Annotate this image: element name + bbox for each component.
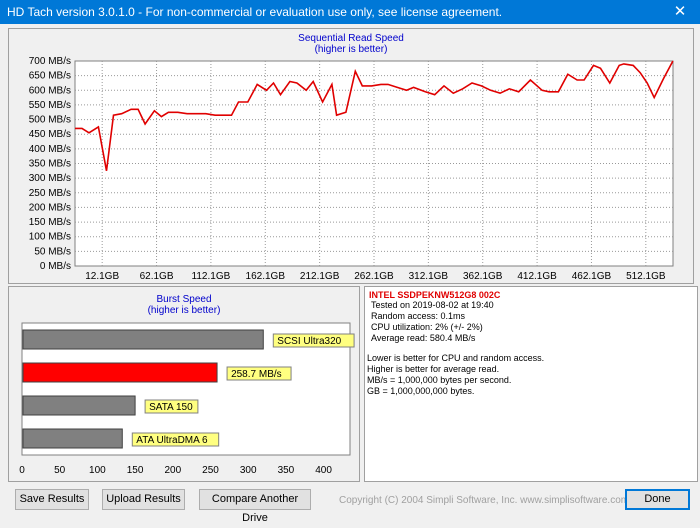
x-tick-label: 112.1GB bbox=[192, 271, 231, 282]
info-average-read: Average read: 580.4 MB/s bbox=[371, 333, 476, 343]
sequential-read-chart: 0 MB/s 50 MB/s 100 MB/s 150 MB/s 200 MB/s 250… bbox=[29, 56, 674, 282]
burst-bar bbox=[22, 395, 136, 416]
burst-title-text: Burst Speed bbox=[156, 294, 212, 305]
compare-another-drive-button[interactable]: Compare Another Drive bbox=[199, 489, 311, 524]
y-tick-label: 150 MB/s bbox=[29, 217, 71, 228]
window-title: HD Tach version 3.0.1.0 - For non-commer… bbox=[7, 5, 503, 19]
burst-x-tick-label: 0 bbox=[19, 465, 25, 476]
upload-results-button[interactable]: Upload Results bbox=[102, 489, 185, 510]
burst-subtitle-text: (higher is better) bbox=[147, 305, 221, 316]
burst-x-tick-label: 350 bbox=[278, 465, 295, 476]
y-tick-label: 550 MB/s bbox=[29, 100, 71, 111]
y-tick-label: 200 MB/s bbox=[29, 202, 71, 213]
y-tick-label: 500 MB/s bbox=[29, 115, 71, 126]
x-tick-label: 462.1GB bbox=[572, 271, 612, 282]
burst-label: SCSI Ultra320 bbox=[277, 336, 341, 347]
y-tick-label: 250 MB/s bbox=[29, 188, 71, 199]
info-random-access: Random access: 0.1ms bbox=[371, 311, 466, 321]
x-tick-label: 262.1GB bbox=[354, 271, 394, 282]
x-tick-label: 212.1GB bbox=[300, 271, 340, 282]
burst-label-box bbox=[226, 366, 292, 381]
info-note: Lower is better for CPU and random acces… bbox=[367, 353, 545, 363]
done-button[interactable]: Done bbox=[625, 489, 690, 510]
close-icon[interactable]: ✕ bbox=[673, 3, 687, 20]
burst-x-tick-label: 50 bbox=[54, 465, 66, 476]
sequential-chart-title: Sequential Read Speed (higher is better) bbox=[9, 33, 693, 55]
burst-label: ATA UltraDMA 6 bbox=[136, 435, 208, 446]
y-tick-label: 0 MB/s bbox=[40, 261, 71, 272]
burst-label-box bbox=[131, 432, 220, 447]
burst-x-tick-label: 150 bbox=[127, 465, 144, 476]
info-note: GB = 1,000,000,000 bytes. bbox=[367, 386, 475, 396]
burst-x-tick-label: 400 bbox=[315, 465, 332, 476]
burst-chart-title: Burst Speed (higher is better) bbox=[9, 294, 359, 316]
burst-bar bbox=[22, 329, 264, 350]
burst-bar bbox=[22, 362, 218, 383]
sequential-subtitle-text: (higher is better) bbox=[314, 44, 388, 55]
burst-speed-panel: Burst Speed (higher is better) SCSI Ultr… bbox=[8, 286, 360, 482]
burst-label-box bbox=[144, 399, 199, 414]
y-tick-label: 450 MB/s bbox=[29, 129, 71, 140]
copyright-text: Copyright (C) 2004 Simpli Software, Inc.… bbox=[339, 495, 630, 506]
info-note: MB/s = 1,000,000 bytes per second. bbox=[367, 375, 512, 385]
y-tick-label: 650 MB/s bbox=[29, 71, 71, 82]
y-tick-label: 600 MB/s bbox=[29, 85, 71, 96]
burst-bar bbox=[22, 428, 123, 449]
y-tick-label: 350 MB/s bbox=[29, 159, 71, 170]
info-tested: Tested on 2019-08-02 at 19:40 bbox=[371, 300, 494, 310]
burst-x-tick-label: 200 bbox=[164, 465, 181, 476]
burst-label-box bbox=[272, 333, 355, 348]
y-tick-label: 400 MB/s bbox=[29, 144, 71, 155]
burst-label: 258.7 MB/s bbox=[231, 369, 282, 380]
x-tick-label: 512.1GB bbox=[626, 271, 666, 282]
y-tick-label: 300 MB/s bbox=[29, 173, 71, 184]
read-speed-line bbox=[75, 60, 674, 171]
burst-x-tick-label: 300 bbox=[240, 465, 257, 476]
y-tick-label: 50 MB/s bbox=[34, 246, 71, 257]
info-cpu: CPU utilization: 2% (+/- 2%) bbox=[371, 322, 483, 332]
burst-speed-chart: SCSI Ultra320 258.7 MB/s SATA 150 ATA Ultra… bbox=[19, 322, 355, 476]
burst-label: SATA 150 bbox=[149, 402, 193, 413]
x-tick-label: 362.1GB bbox=[463, 271, 503, 282]
x-tick-label: 412.1GB bbox=[517, 271, 557, 282]
y-tick-label: 700 MB/s bbox=[29, 56, 71, 67]
info-note: Higher is better for average read. bbox=[367, 364, 500, 374]
x-tick-label: 162.1GB bbox=[246, 271, 286, 282]
x-tick-label: 62.1GB bbox=[140, 271, 174, 282]
x-tick-label: 12.1GB bbox=[85, 271, 119, 282]
drive-name: INTEL SSDPEKNW512G8 002C bbox=[369, 290, 501, 300]
save-results-button[interactable]: Save Results bbox=[15, 489, 89, 510]
burst-x-tick-label: 100 bbox=[89, 465, 106, 476]
drive-info-panel: INTEL SSDPEKNW512G8 002C Tested on 2019-… bbox=[364, 286, 698, 482]
sequential-title-text: Sequential Read Speed bbox=[298, 33, 404, 44]
sequential-read-panel: Sequential Read Speed (higher is better)… bbox=[8, 28, 694, 284]
title-bar: HD Tach version 3.0.1.0 - For non-commer… bbox=[0, 0, 700, 24]
y-tick-label: 100 MB/s bbox=[29, 232, 71, 243]
x-tick-label: 312.1GB bbox=[409, 271, 449, 282]
burst-x-tick-label: 250 bbox=[202, 465, 219, 476]
